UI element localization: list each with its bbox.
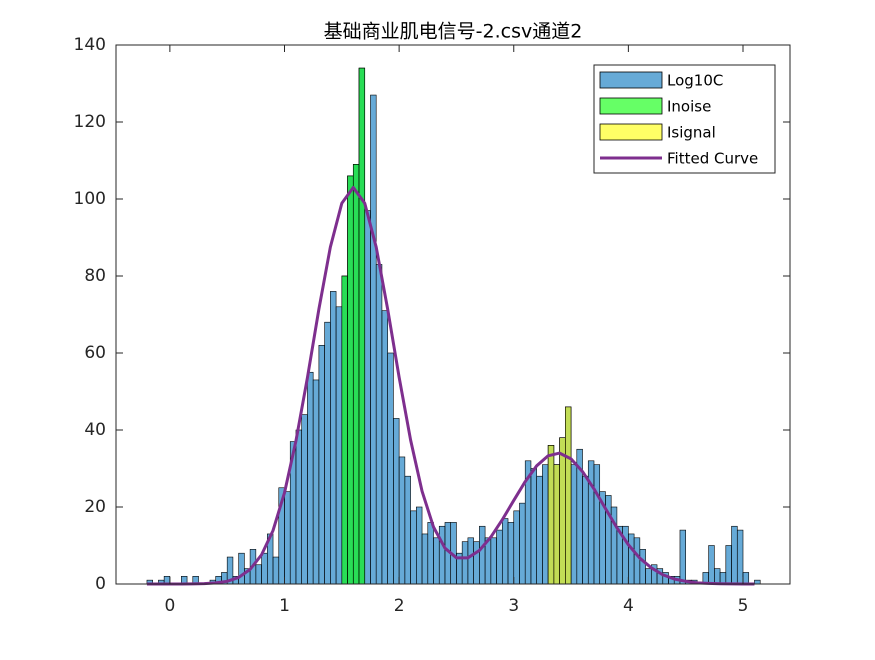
- legend-patch: [599, 97, 663, 115]
- x-tick-label: 5: [738, 596, 749, 616]
- histogram-bar: [295, 429, 302, 585]
- legend-label: Inoise: [667, 98, 711, 116]
- histogram-bar: [479, 525, 486, 585]
- histogram-bar: [307, 371, 314, 585]
- histogram-bar: [335, 306, 343, 585]
- histogram-bar: [754, 579, 761, 585]
- histogram-bar: [570, 464, 578, 585]
- histogram-bar: [507, 522, 515, 585]
- histogram-bar: [324, 321, 331, 585]
- y-tick-label: 80: [84, 266, 106, 286]
- fitted-curve: [146, 185, 755, 586]
- histogram-bar: [708, 545, 715, 585]
- histogram-bar: [416, 506, 423, 585]
- histogram-bar: [255, 564, 262, 585]
- histogram-bar: [318, 344, 325, 585]
- histogram-bar: [547, 445, 555, 585]
- histogram-bar: [490, 537, 497, 585]
- histogram-bar: [593, 464, 601, 585]
- histogram-bar: [628, 533, 635, 585]
- histogram-bar: [530, 468, 537, 585]
- legend-patch: [599, 71, 663, 89]
- histogram-bar: [421, 533, 429, 585]
- histogram-bar: [719, 572, 727, 585]
- x-tick-label: 3: [508, 596, 519, 616]
- histogram-bar: [714, 568, 721, 585]
- histogram-bar: [582, 475, 589, 585]
- legend-patch: [599, 123, 663, 141]
- x-tick-label: 4: [623, 596, 634, 616]
- y-tick-label: 100: [74, 189, 106, 209]
- histogram-bar: [341, 275, 348, 585]
- histogram-bar: [284, 491, 291, 585]
- histogram-bar: [559, 437, 566, 585]
- histogram-bar: [542, 464, 549, 585]
- histogram-bar: [473, 541, 480, 585]
- y-tick-label: 0: [95, 574, 106, 594]
- histogram-bar: [553, 464, 560, 585]
- histogram-bar: [381, 310, 388, 585]
- axes-box: [115, 44, 791, 585]
- histogram-bar: [633, 537, 641, 585]
- legend-label: Log10C: [667, 72, 723, 90]
- histogram-bar: [375, 264, 383, 585]
- histogram-bar: [519, 502, 526, 585]
- legend-box: [593, 64, 776, 174]
- histogram-bar: [347, 175, 354, 585]
- histogram-bar: [358, 67, 366, 585]
- histogram-bar: [725, 545, 732, 585]
- legend: Log10C Inoise Isignal Fitted Curve: [593, 64, 776, 174]
- chart-title: 基础商业肌电信号-2.csv通道2: [324, 21, 583, 43]
- x-tick-label: 2: [394, 596, 405, 616]
- histogram-bar: [467, 537, 474, 585]
- histogram-bar: [404, 475, 411, 585]
- histogram-bar: [513, 510, 520, 585]
- y-tick-label: 140: [74, 35, 106, 55]
- histogram-bar: [393, 418, 400, 585]
- histogram-bar: [496, 529, 503, 585]
- histogram-bar: [410, 510, 417, 585]
- histogram-bar: [238, 552, 245, 585]
- legend-label: Fitted Curve: [667, 150, 758, 168]
- histogram-bar: [461, 541, 469, 585]
- x-tick-label: 1: [279, 596, 290, 616]
- histogram-bar: [536, 475, 543, 585]
- histogram-bar: [742, 572, 750, 585]
- histogram-bar: [679, 529, 686, 585]
- histogram-bar: [731, 525, 738, 585]
- histogram-bar: [312, 379, 320, 585]
- y-tick-label: 20: [84, 497, 106, 517]
- histogram-bar: [261, 552, 268, 585]
- histogram-bar: [352, 164, 360, 585]
- histogram-bar: [639, 549, 646, 585]
- histogram-bar: [330, 291, 337, 585]
- histogram-bar: [645, 568, 652, 585]
- histogram-bar: [398, 456, 406, 585]
- histogram-bar: [565, 406, 572, 585]
- histogram-bar: [364, 210, 371, 585]
- histogram-bar: [433, 537, 440, 585]
- histogram-bar: [387, 352, 394, 585]
- y-tick-label: 60: [84, 343, 106, 363]
- histogram-bar: [736, 529, 744, 585]
- legend-label: Isignal: [667, 124, 716, 142]
- histogram-bar: [438, 525, 446, 585]
- histogram-bar: [301, 414, 308, 585]
- histogram-bar: [427, 522, 434, 585]
- histogram-bar: [370, 94, 377, 585]
- x-tick-label: 0: [164, 596, 175, 616]
- histogram-bar: [501, 518, 509, 585]
- y-tick-label: 120: [74, 112, 106, 132]
- histogram-bar: [272, 556, 280, 585]
- y-tick-label: 40: [84, 420, 106, 440]
